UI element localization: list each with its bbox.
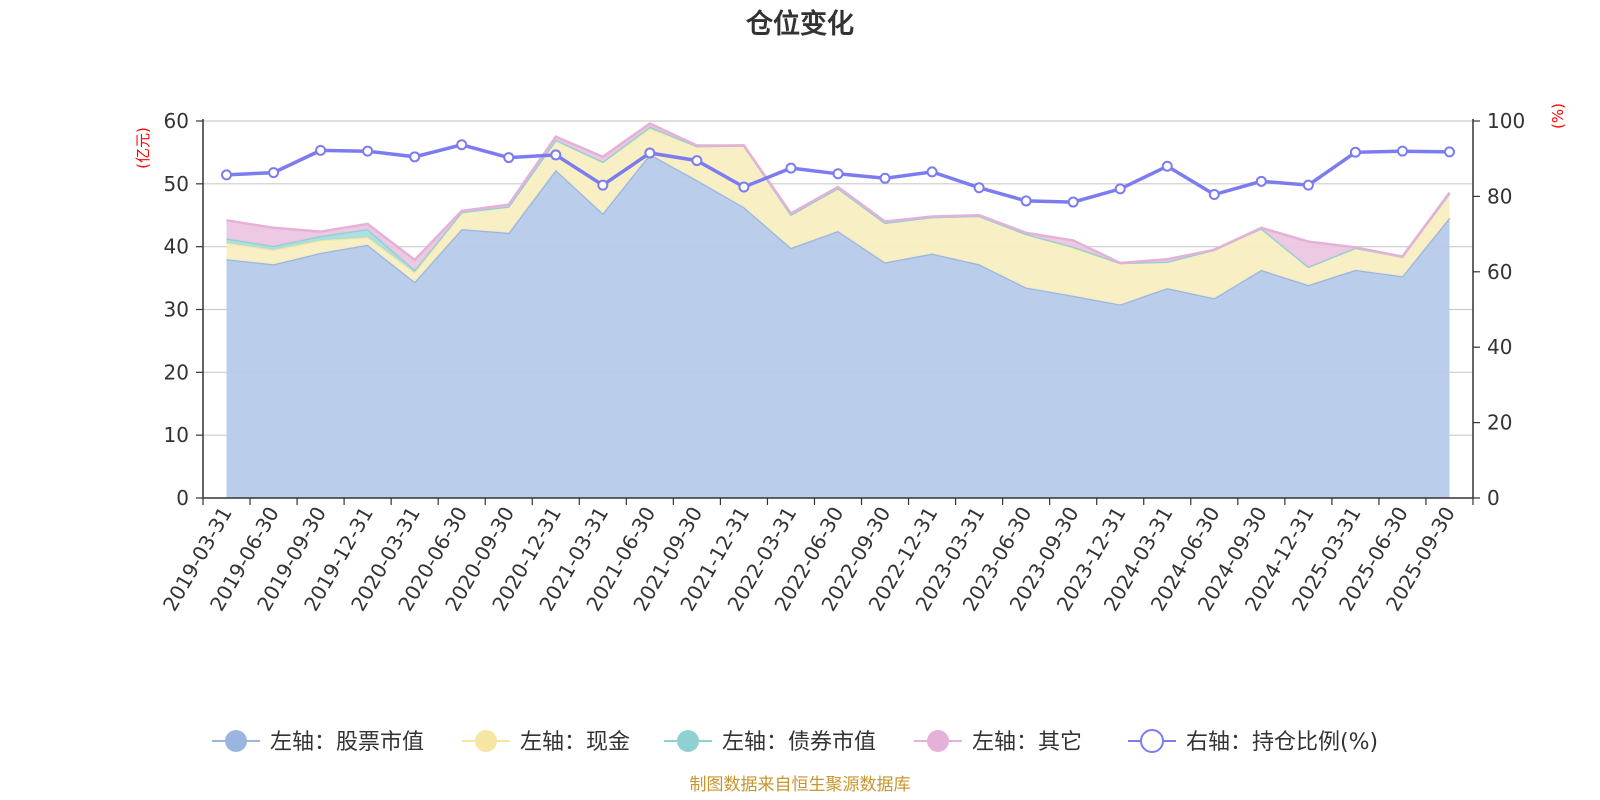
legend-label: 左轴：债券市值 bbox=[722, 730, 876, 755]
source-note: 制图数据来自恒生聚源数据库 bbox=[690, 775, 911, 795]
area-1 bbox=[226, 128, 1450, 305]
ratio-point bbox=[550, 149, 562, 161]
legend-label: 右轴：持仓比例(%) bbox=[1186, 730, 1378, 755]
stacked-areas bbox=[226, 122, 1451, 499]
ratio-point bbox=[409, 151, 421, 163]
legend-item-4: 右轴：持仓比例(%) bbox=[1128, 729, 1378, 755]
ratio-point bbox=[456, 139, 468, 151]
legend-label: 左轴：股票市值 bbox=[270, 730, 424, 755]
left-axis-tick-label: 60 bbox=[164, 109, 189, 133]
legend-marker bbox=[927, 730, 949, 752]
ratio-point bbox=[738, 181, 750, 193]
legend-marker bbox=[677, 730, 699, 752]
ratio-point bbox=[221, 169, 233, 181]
left-axis-tick-label: 20 bbox=[164, 360, 189, 384]
ratio-point bbox=[832, 168, 844, 180]
area-edge-3 bbox=[226, 122, 1451, 265]
ratio-point bbox=[973, 182, 985, 194]
left-axis-tick-label: 50 bbox=[164, 172, 189, 196]
legend-item-2: 左轴：债券市值 bbox=[664, 730, 876, 755]
left-axis-tick-label: 10 bbox=[164, 423, 189, 447]
ratio-point bbox=[1114, 183, 1126, 195]
ratio-point bbox=[1349, 146, 1361, 158]
ratio-point bbox=[879, 172, 891, 184]
ratio-point bbox=[1396, 145, 1408, 157]
legend: 左轴：股票市值 左轴：现金 左轴：债券市值 左轴：其它 右轴：持仓比例(%) bbox=[212, 729, 1378, 755]
legend-label: 左轴：现金 bbox=[520, 730, 630, 755]
area-3 bbox=[226, 123, 1450, 270]
position-ratio-line bbox=[221, 139, 1455, 208]
left-axis-tick-label: 0 bbox=[176, 486, 189, 510]
legend-item-1: 左轴：现金 bbox=[462, 730, 630, 755]
ratio-point bbox=[644, 147, 656, 159]
ratio-point bbox=[1161, 160, 1173, 172]
legend-marker bbox=[475, 730, 497, 752]
ratio-point bbox=[362, 145, 374, 157]
ratio-point bbox=[1255, 175, 1267, 187]
ratio-point bbox=[1067, 196, 1079, 208]
left-axis-tick-label: 30 bbox=[164, 298, 189, 322]
ratio-point bbox=[1020, 195, 1032, 207]
right-axis-tick-label: 100 bbox=[1487, 109, 1525, 133]
ratio-point bbox=[1208, 189, 1220, 201]
ratio-point bbox=[268, 167, 280, 179]
legend-label: 左轴：其它 bbox=[972, 730, 1082, 755]
legend-marker bbox=[1140, 729, 1164, 753]
ratio-point bbox=[503, 152, 515, 164]
ratio-point bbox=[1302, 179, 1314, 191]
chart-title: 仓位变化 bbox=[745, 8, 854, 40]
legend-item-3: 左轴：其它 bbox=[914, 730, 1082, 755]
ratio-point bbox=[315, 144, 327, 156]
legend-marker bbox=[225, 730, 247, 752]
right-axis-tick-label: 80 bbox=[1487, 184, 1512, 208]
ratio-point bbox=[691, 155, 703, 167]
right-axis-tick-label: 40 bbox=[1487, 335, 1512, 359]
right-axis-unit: (%) bbox=[1549, 103, 1567, 129]
right-axis-tick-label: 20 bbox=[1487, 411, 1512, 435]
right-axis-tick-label: 0 bbox=[1487, 486, 1500, 510]
ratio-point bbox=[785, 162, 797, 174]
legend-item-0: 左轴：股票市值 bbox=[212, 730, 424, 755]
right-axis-tick-label: 60 bbox=[1487, 260, 1512, 284]
ratio-point bbox=[926, 166, 938, 178]
ratio-point bbox=[597, 179, 609, 191]
left-axis-tick-label: 40 bbox=[164, 235, 189, 259]
left-axis-unit: (亿元) bbox=[134, 127, 152, 169]
ratio-point bbox=[1443, 146, 1455, 158]
area-0 bbox=[226, 154, 1450, 499]
